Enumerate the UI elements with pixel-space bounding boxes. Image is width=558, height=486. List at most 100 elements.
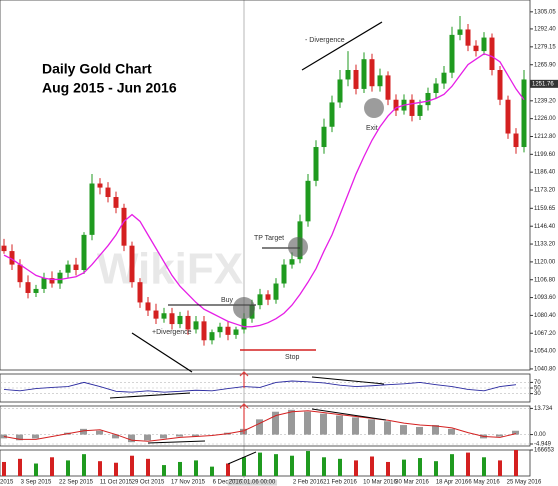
arrow <box>239 403 249 434</box>
candle-body <box>1 245 7 252</box>
y-tick-label: 70 <box>534 380 541 386</box>
volume-bar <box>114 462 118 476</box>
volume-bar <box>210 466 214 476</box>
volume-bar <box>66 460 70 476</box>
y-tick-label: 1292.40 <box>534 26 556 32</box>
volume-bar <box>2 461 6 476</box>
volume-bar <box>50 457 54 476</box>
candle-body <box>233 329 239 335</box>
candle-body <box>457 29 463 35</box>
y-tick-label: 13.734 <box>534 406 553 412</box>
annotation-line <box>147 440 206 444</box>
macd-bar <box>256 419 263 435</box>
candle-body <box>169 313 175 325</box>
candle-body <box>329 102 335 127</box>
annotation: Buy <box>221 297 234 304</box>
macd-bar <box>0 434 7 439</box>
candle-body <box>441 72 447 84</box>
candle-body <box>65 264 71 273</box>
annotation: +Divergence <box>152 329 192 336</box>
candle-body <box>345 70 351 80</box>
volume-bar <box>194 460 198 476</box>
candle-body <box>265 294 271 300</box>
candle-body <box>321 126 327 148</box>
candle-body <box>137 282 143 303</box>
candle-body <box>433 83 439 93</box>
candle-body <box>185 315 191 330</box>
x-label-highlight <box>227 479 278 486</box>
y-tick-label: 1040.80 <box>534 366 556 372</box>
candle-body <box>193 321 199 330</box>
macd-bar <box>192 434 199 437</box>
y-tick-label: 1265.90 <box>534 62 556 68</box>
x-tick-label: 21 Feb 2016 <box>323 480 357 486</box>
y-tick-label: 50 <box>534 386 541 392</box>
volume-bar <box>242 457 246 476</box>
volume-bar <box>98 461 102 476</box>
volume-bar <box>482 457 486 476</box>
candle-body <box>81 234 87 270</box>
y-tick-label: 1239.20 <box>534 98 556 104</box>
y-tick-label: 1054.00 <box>534 349 556 355</box>
y-tick-label: 1226.00 <box>534 116 556 122</box>
x-tick-label: 2016.01.06 00:00 <box>229 480 276 486</box>
candle-body <box>161 313 167 319</box>
panel-frame <box>0 405 531 447</box>
x-tick-label: 10 Mar 2016 <box>363 480 397 486</box>
candle-body <box>361 59 367 89</box>
volume-bar <box>338 458 342 476</box>
last-price-box <box>530 79 558 88</box>
candle-body <box>49 278 55 284</box>
candle-body <box>57 272 63 284</box>
y-tick-label: 30 <box>534 391 541 397</box>
candle-body <box>17 264 23 283</box>
candle-body <box>241 318 247 330</box>
volume-bar <box>370 456 374 476</box>
macd-bar <box>288 409 295 435</box>
volume-bar <box>322 457 326 476</box>
candle-body <box>225 326 231 335</box>
panel-frame <box>0 0 531 371</box>
y-tick-label: 1199.60 <box>534 152 556 158</box>
volume-bar <box>386 461 390 476</box>
candle-body <box>465 29 471 46</box>
y-tick-label: 1305.05 <box>534 9 556 15</box>
x-tick-label: 18 Apr 2016 <box>436 480 469 486</box>
candle-body <box>313 147 319 181</box>
candle-body <box>385 75 391 100</box>
candle-body <box>121 207 127 246</box>
macd-bar <box>32 434 39 439</box>
chart-title: Daily Gold Chart <box>42 61 152 77</box>
macd-bar <box>384 421 391 435</box>
y-tick-label: 1186.40 <box>534 170 556 176</box>
candle-body <box>353 70 359 89</box>
macd-bar <box>432 425 439 435</box>
watermark: WikiFX <box>97 245 243 294</box>
y-tick-label: 0.00 <box>534 432 546 438</box>
y-tick-label: 1146.40 <box>534 224 556 230</box>
y-tick-label: 1173.20 <box>534 188 556 194</box>
macd-signal <box>3 410 517 442</box>
candle-body <box>9 251 15 265</box>
volume-bar <box>34 463 38 476</box>
x-tick-label: 22 Sep 2015 <box>59 480 94 486</box>
candle-body <box>481 37 487 52</box>
candle-body <box>449 34 455 73</box>
macd-bar <box>416 426 423 435</box>
volume-bar <box>290 455 294 476</box>
macd-bar <box>368 419 375 435</box>
x-tick-label: 2 Feb 2016 <box>293 480 324 486</box>
candle-body <box>513 133 519 148</box>
candle-body <box>425 92 431 106</box>
candle-body <box>337 79 343 103</box>
annotation-line <box>311 408 387 421</box>
candle-body <box>497 70 503 100</box>
candle-body <box>369 59 375 87</box>
y-tick-label: 1279.15 <box>534 44 556 50</box>
rsi-line <box>3 380 517 393</box>
x-tick-label: 2015 <box>0 480 14 486</box>
y-tick-label: 1080.40 <box>534 313 556 319</box>
x-tick-label: 6 May 2016 <box>468 480 500 486</box>
y-tick-label: 1106.80 <box>534 277 556 283</box>
